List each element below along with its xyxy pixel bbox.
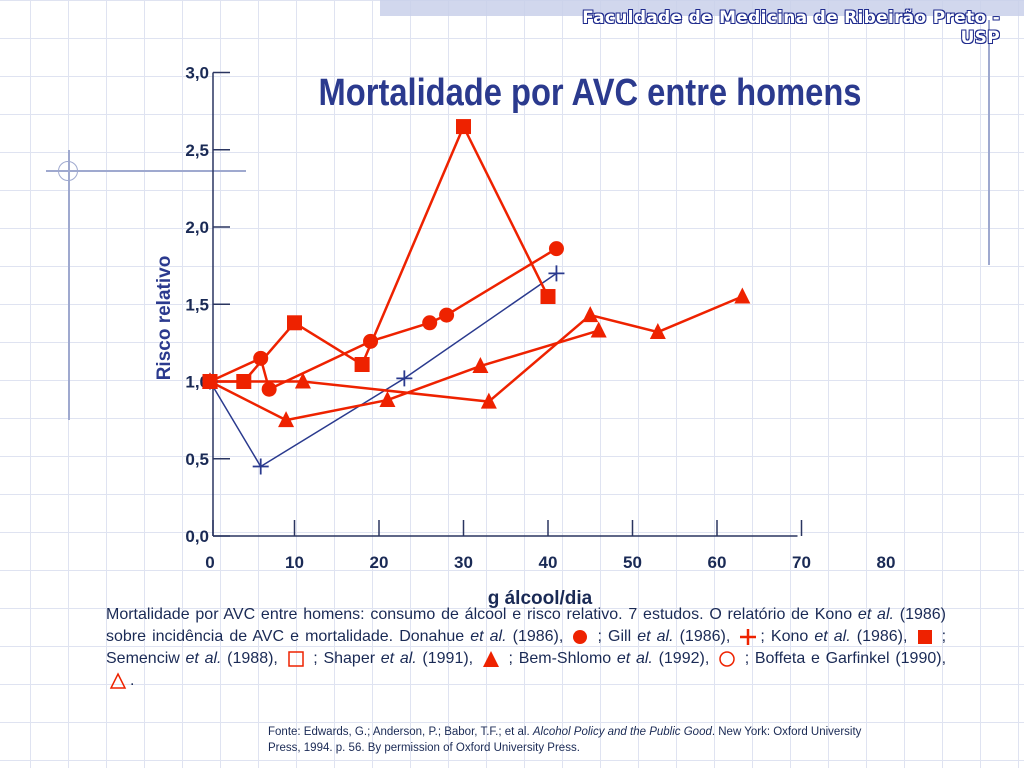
data-point-triangle xyxy=(472,357,489,374)
data-point-square xyxy=(354,357,370,373)
data-point-triangle xyxy=(590,321,607,338)
series-line-boffeta-e-garfinkel-1990 xyxy=(210,295,743,403)
data-point-triangle xyxy=(379,391,396,408)
chart-lines xyxy=(209,125,743,468)
y-tick-label: 1,5 xyxy=(185,295,209,314)
x-tick-label: 60 xyxy=(708,553,727,572)
data-point-circle xyxy=(363,333,379,349)
x-tick-label: 0 xyxy=(205,553,214,572)
decorative-circle xyxy=(58,161,78,181)
data-point-square xyxy=(456,119,471,135)
y-tick-label: 2,5 xyxy=(185,141,209,160)
data-point-circle xyxy=(548,241,564,257)
data-point-circle xyxy=(253,350,269,366)
data-point-triangle xyxy=(582,306,599,323)
x-tick-label: 40 xyxy=(539,553,558,572)
y-tick-label: 0,0 xyxy=(185,527,209,546)
data-point-triangle xyxy=(480,392,497,409)
data-point-square xyxy=(540,289,556,305)
x-tick-label: 50 xyxy=(623,553,642,572)
x-tick-label: 80 xyxy=(877,553,896,572)
data-point-circle xyxy=(261,381,277,397)
legend-circle-icon xyxy=(573,629,588,644)
y-tick-label: 2,0 xyxy=(185,218,209,237)
institution-name: Faculdade de Medicina de Ribeirão Preto … xyxy=(582,8,1000,48)
legend-square-icon xyxy=(917,629,932,644)
y-tick-label: 0,5 xyxy=(185,450,209,469)
data-point-circle xyxy=(439,307,455,323)
header-band xyxy=(380,0,1024,16)
data-point-triangle xyxy=(649,323,666,340)
x-tick-label: 70 xyxy=(792,553,811,572)
y-tick-label: 3,0 xyxy=(185,64,209,83)
legend-open-circle-icon xyxy=(719,651,735,667)
decorative-line xyxy=(46,170,246,172)
x-tick-label: 30 xyxy=(454,553,473,572)
legend-plus-icon xyxy=(740,628,757,645)
x-axis-label: g álcool/dia xyxy=(488,588,593,609)
legend-open-triangle-icon xyxy=(109,672,127,689)
data-point-triangle xyxy=(202,372,218,389)
series-line-kono-et-al-1986 xyxy=(210,125,550,383)
data-point-plus xyxy=(396,370,413,387)
data-point-triangle xyxy=(734,287,751,304)
data-point-square xyxy=(287,315,302,331)
data-point-square xyxy=(236,374,252,389)
y-axis-label: Risco relativo xyxy=(154,256,175,381)
data-point-triangle xyxy=(278,411,295,428)
data-point-circle xyxy=(422,315,438,331)
chart-axes: 0,00,51,01,52,02,53,00 10 20 30 40 50 60 70 80 xyxy=(185,64,895,573)
decorative-line xyxy=(988,20,990,265)
legend-open-square-icon xyxy=(287,651,304,667)
series-line-gill-et-al-1986 xyxy=(209,272,557,468)
data-point-plus xyxy=(252,458,269,475)
decorative-line xyxy=(68,150,70,420)
slide-title: Mortalidade por AVC entre homens xyxy=(318,72,862,114)
x-tick-label: 20 xyxy=(370,553,389,572)
series-line-donahue-et-al-1986 xyxy=(209,247,558,391)
chart-markers xyxy=(202,119,751,475)
data-point-plus xyxy=(548,265,565,282)
source-citation: Fonte: Edwards, G.; Anderson, P.; Babor,… xyxy=(268,726,862,754)
figure-caption: Mortalidade por AVC entre homens: consum… xyxy=(106,606,947,689)
x-tick-label: 10 xyxy=(285,553,304,572)
data-point-triangle xyxy=(294,372,311,389)
legend-triangle-icon xyxy=(482,650,499,667)
